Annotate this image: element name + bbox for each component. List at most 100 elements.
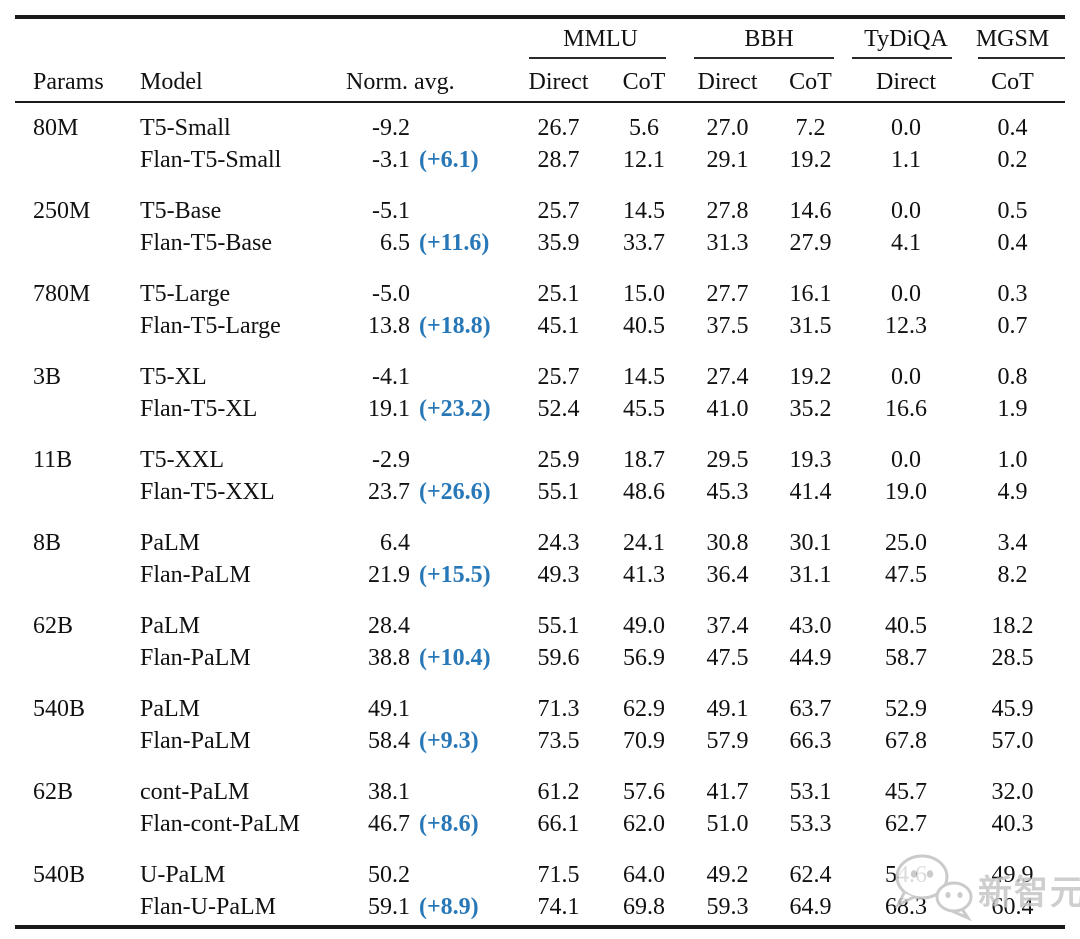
norm-avg-value: 19.1 (368, 395, 410, 422)
param-group: 540B U-PaLM 50.2 71.5 64.0 49.2 62.4 54.… (15, 859, 1065, 923)
table-row: Flan-T5-XXL 23.7 (+26.6) 55.1 48.6 45.3 … (15, 476, 1065, 508)
header-separator-rule (15, 101, 1065, 103)
group-header-mgsm: MGSM (960, 24, 1065, 59)
norm-avg-delta: (+11.6) (419, 229, 490, 256)
tydiqa-direct-value: 45.7 (885, 778, 927, 805)
norm-avg-cell: 46.7 (+8.6) (330, 811, 515, 838)
mmlu-cot-value: 57.6 (623, 778, 665, 805)
table-row: 3B T5-XL -4.1 25.7 14.5 27.4 19.2 0.0 0.… (15, 361, 1065, 393)
tydiqa-direct-value: 0.0 (891, 363, 921, 390)
model-name: U-PaLM (140, 861, 226, 888)
bbh-cot-value: 53.1 (789, 778, 832, 805)
norm-avg-cell: 38.1 (330, 779, 515, 806)
group-underline (694, 57, 834, 59)
bbh-direct-value: 31.3 (706, 229, 749, 256)
norm-avg-cell: -5.0 (330, 281, 515, 308)
norm-avg-cell: 50.2 (330, 862, 515, 889)
bbh-direct-value: 45.3 (706, 478, 749, 505)
norm-avg-value: -9.2 (372, 114, 410, 141)
mmlu-cot-value: 40.5 (623, 312, 665, 339)
bbh-direct-value: 27.8 (706, 197, 749, 224)
norm-avg-value: -5.1 (372, 197, 410, 224)
tydiqa-direct-value: 1.1 (891, 146, 921, 173)
bbh-cot-value: 35.2 (789, 395, 832, 422)
mmlu-cot-value: 14.5 (623, 363, 665, 390)
group-header-label: TyDiQA (864, 26, 948, 52)
model-name: Flan-T5-XL (140, 395, 258, 422)
column-header-mmlu-direct: Direct (528, 68, 589, 95)
mmlu-cot-value: 33.7 (623, 229, 665, 256)
mgsm-cot-value: 4.9 (997, 478, 1028, 505)
table-row: 780M T5-Large -5.0 25.1 15.0 27.7 16.1 0… (15, 278, 1065, 310)
param-group: 8B PaLM 6.4 24.3 24.1 30.8 30.1 25.0 3.4… (15, 527, 1065, 591)
mmlu-cot-value: 62.9 (623, 695, 665, 722)
params-label: 250M (33, 197, 91, 224)
mmlu-cot-value: 48.6 (623, 478, 665, 505)
mmlu-cot-value: 15.0 (623, 280, 665, 307)
mmlu-direct-value: 25.1 (537, 280, 580, 307)
norm-avg-delta: (+18.8) (419, 312, 491, 339)
params-label: 62B (33, 612, 74, 639)
table-row: Flan-T5-XL 19.1 (+23.2) 52.4 45.5 41.0 3… (15, 393, 1065, 425)
bbh-direct-value: 29.1 (706, 146, 749, 173)
group-header-mmlu: MMLU (515, 24, 686, 59)
norm-avg-cell: 23.7 (+26.6) (330, 479, 515, 506)
table-row: Flan-PaLM 58.4 (+9.3) 73.5 70.9 57.9 66.… (15, 725, 1065, 757)
mmlu-direct-value: 55.1 (537, 478, 580, 505)
mmlu-cot-value: 41.3 (623, 561, 665, 588)
bbh-cot-value: 14.6 (789, 197, 832, 224)
tydiqa-direct-value: 62.7 (885, 810, 927, 837)
bbh-cot-value: 66.3 (789, 727, 832, 754)
bbh-cot-value: 16.1 (789, 280, 832, 307)
model-name: T5-XL (140, 363, 207, 390)
params-label: 80M (33, 114, 79, 141)
mgsm-cot-value: 0.7 (997, 312, 1028, 339)
table-row: Flan-U-PaLM 59.1 (+8.9) 74.1 69.8 59.3 6… (15, 891, 1065, 923)
mmlu-direct-value: 28.7 (537, 146, 580, 173)
norm-avg-value: -5.0 (372, 280, 410, 307)
bbh-cot-value: 19.2 (789, 363, 832, 390)
params-label: 540B (33, 695, 86, 722)
tydiqa-direct-value: 54.6 (885, 861, 927, 888)
tydiqa-direct-value: 25.0 (885, 529, 927, 556)
mmlu-cot-value: 56.9 (623, 644, 665, 671)
norm-avg-value: -4.1 (372, 363, 410, 390)
model-name: Flan-PaLM (140, 727, 251, 754)
params-label: 780M (33, 280, 91, 307)
params-label: 540B (33, 861, 86, 888)
mmlu-cot-value: 14.5 (623, 197, 665, 224)
column-header-tydiqa-direct: Direct (876, 68, 936, 95)
tydiqa-direct-value: 16.6 (885, 395, 927, 422)
bbh-cot-value: 7.2 (795, 114, 826, 141)
tydiqa-direct-value: 40.5 (885, 612, 927, 639)
mmlu-direct-value: 59.6 (537, 644, 580, 671)
bbh-direct-value: 49.1 (706, 695, 749, 722)
model-name: Flan-PaLM (140, 561, 251, 588)
mmlu-direct-value: 52.4 (537, 395, 580, 422)
mgsm-cot-value: 0.5 (997, 197, 1028, 224)
mmlu-direct-value: 25.7 (537, 363, 580, 390)
mgsm-cot-value: 0.8 (997, 363, 1028, 390)
bbh-direct-value: 29.5 (706, 446, 749, 473)
column-header-norm-avg: Norm. avg. (346, 68, 455, 95)
norm-avg-value: 28.4 (368, 612, 410, 639)
norm-avg-delta: (+10.4) (419, 644, 491, 671)
group-header-label: MGSM (975, 26, 1050, 52)
table-row: 11B T5-XXL -2.9 25.9 18.7 29.5 19.3 0.0 … (15, 444, 1065, 476)
table-row: 80M T5-Small -9.2 26.7 5.6 27.0 7.2 0.0 … (15, 112, 1065, 144)
mgsm-cot-value: 45.9 (991, 695, 1034, 722)
model-name: T5-Base (140, 197, 222, 224)
bbh-cot-value: 31.5 (789, 312, 832, 339)
norm-avg-value: 13.8 (368, 312, 410, 339)
model-name: Flan-PaLM (140, 644, 251, 671)
mmlu-cot-value: 62.0 (623, 810, 665, 837)
norm-avg-delta: (+8.9) (419, 893, 479, 920)
group-header-bbh: BBH (686, 24, 852, 59)
model-name: Flan-T5-XXL (140, 478, 275, 505)
param-group: 3B T5-XL -4.1 25.7 14.5 27.4 19.2 0.0 0.… (15, 361, 1065, 425)
bbh-direct-value: 47.5 (706, 644, 749, 671)
mgsm-cot-value: 57.0 (991, 727, 1034, 754)
norm-avg-value: -2.9 (372, 446, 410, 473)
table-row: Flan-cont-PaLM 46.7 (+8.6) 66.1 62.0 51.… (15, 808, 1065, 840)
